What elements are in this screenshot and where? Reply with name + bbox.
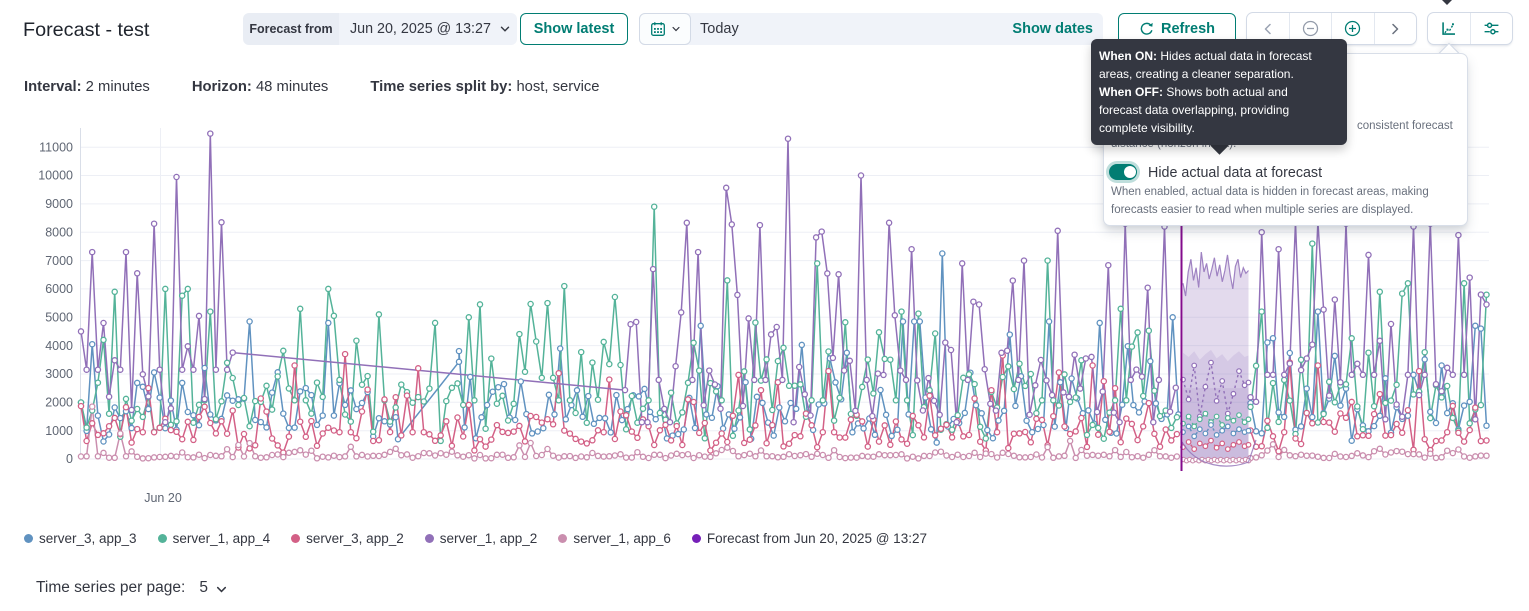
svg-text:8000: 8000 [45, 225, 73, 239]
svg-text:0: 0 [66, 452, 73, 466]
svg-text:10000: 10000 [38, 169, 73, 183]
svg-text:5000: 5000 [45, 311, 73, 325]
svg-text:3000: 3000 [45, 367, 73, 381]
svg-text:6000: 6000 [45, 282, 73, 296]
svg-text:11000: 11000 [39, 140, 73, 154]
svg-text:4000: 4000 [45, 339, 73, 353]
svg-text:1000: 1000 [45, 424, 73, 438]
svg-text:2000: 2000 [45, 396, 73, 410]
svg-text:9000: 9000 [45, 197, 73, 211]
svg-text:7000: 7000 [45, 254, 73, 268]
svg-text:Jun 20: Jun 20 [144, 491, 182, 505]
